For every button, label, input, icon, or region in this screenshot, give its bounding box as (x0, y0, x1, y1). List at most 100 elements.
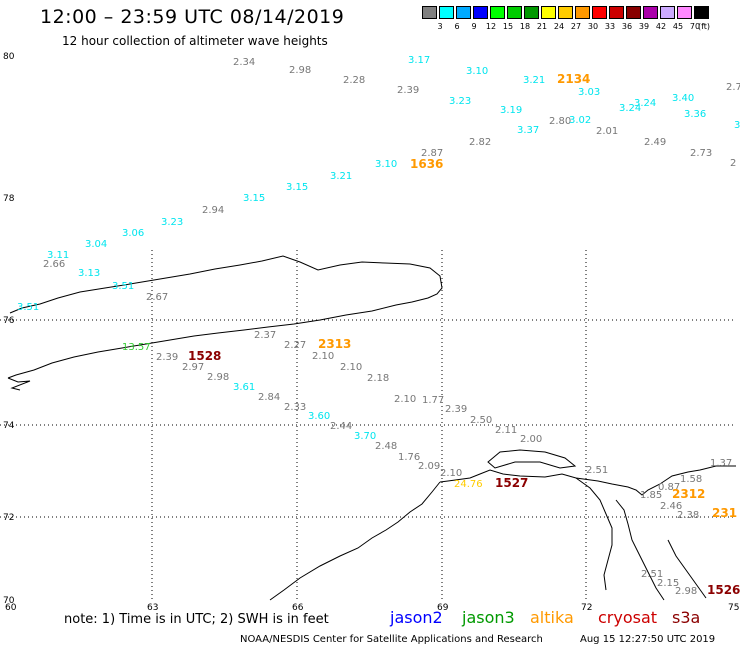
wave-height-label: 3 (734, 120, 740, 131)
wave-height-label: 2.10 (312, 351, 334, 362)
wave-height-label: 2.00 (520, 434, 542, 445)
wave-height-label: 2.33 (284, 402, 306, 413)
credit-text: NOAA/NESDIS Center for Satellite Applica… (240, 634, 543, 645)
wave-height-label: 3.24 (619, 103, 641, 114)
satellite-label-jason3: jason3 (462, 608, 515, 627)
wave-height-label: 3.40 (672, 93, 694, 104)
legend-swatch-label: 36 (621, 22, 633, 31)
wave-height-label: 2.39 (397, 85, 419, 96)
wave-height-label: 2.11 (495, 425, 517, 436)
wave-height-label: 2.10 (440, 468, 462, 479)
wave-height-label: 3.51 (112, 281, 134, 292)
legend-swatch (456, 6, 471, 19)
units-note: note: 1) Time is in UTC; 2) SWH is in fe… (64, 612, 329, 627)
peninsula-east-coast (575, 477, 613, 591)
legend-swatch (643, 6, 658, 19)
latitude-label: 72 (3, 513, 14, 523)
wave-height-label: 231 (712, 506, 737, 520)
legend-swatch-label: 9 (471, 22, 477, 31)
legend-swatch-label: 6 (454, 22, 460, 31)
wave-height-label: 1.77 (422, 395, 444, 406)
legend-swatch-label: 18 (519, 22, 531, 31)
wave-height-label: 3.21 (523, 75, 545, 86)
legend-swatch-label: 24 (553, 22, 565, 31)
satellite-label-s3a: s3a (672, 608, 701, 627)
legend-swatch (524, 6, 539, 19)
wave-height-label: 2.38 (677, 510, 699, 521)
legend-swatch-label: 42 (655, 22, 667, 31)
wave-height-label: 2312 (672, 487, 705, 501)
wave-height-label: 3.19 (500, 105, 522, 116)
legend-swatch (592, 6, 607, 19)
wave-height-label: 3.23 (161, 217, 183, 228)
wave-height-label: 1.85 (640, 490, 662, 501)
wave-height-label: 3.13 (78, 268, 100, 279)
wave-height-label: 2.10 (394, 394, 416, 405)
legend-swatch-label: 21 (536, 22, 548, 31)
wave-height-label: 3.70 (354, 431, 376, 442)
legend-swatch-label: 15 (502, 22, 514, 31)
map-subtitle: 12 hour collection of altimeter wave hei… (62, 34, 328, 48)
wave-height-label: 3.02 (569, 115, 591, 126)
wave-height-label: 2.37 (254, 330, 276, 341)
wave-height-label: 3.06 (122, 228, 144, 239)
wave-height-label: 2.98 (675, 586, 697, 597)
wave-height-label: 1.76 (398, 452, 420, 463)
wave-height-label: 2.39 (156, 352, 178, 363)
wave-height-label: 2.67 (146, 292, 168, 303)
longitude-label: 72 (581, 603, 592, 613)
wave-height-label: 2.28 (343, 75, 365, 86)
legend-swatch (575, 6, 590, 19)
wave-height-label: 2313 (318, 337, 351, 351)
map-title: 12:00 – 23:59 UTC 08/14/2019 (40, 6, 345, 28)
wave-height-label: 3.11 (47, 250, 69, 261)
land-outline-north (7, 255, 443, 379)
wave-height-label: 3.23 (449, 96, 471, 107)
latitude-label: 76 (3, 316, 15, 326)
wave-height-label: 3.36 (684, 109, 706, 120)
coast-east-shore (667, 539, 707, 599)
wave-height-label: 2.34 (233, 57, 255, 68)
wave-height-label: 3.15 (243, 193, 265, 204)
latitude-label: 74 (3, 421, 15, 431)
legend-swatch-label: 27 (570, 22, 582, 31)
satellite-label-cryosat: cryosat (598, 608, 658, 627)
wave-height-label: 2.73 (690, 148, 712, 159)
wave-height-label: 3.24 (634, 98, 656, 109)
legend-swatch (541, 6, 556, 19)
longitude-label: 69 (437, 603, 449, 613)
legend-swatch-label: 30 (587, 22, 599, 31)
wave-height-label: 2134 (557, 72, 590, 86)
wave-height-label: 2.87 (421, 148, 443, 159)
legend-swatch (558, 6, 573, 19)
wave-height-label: 3.10 (466, 66, 488, 77)
satellite-label-altika: altika (530, 608, 574, 627)
wave-height-label: 2.51 (641, 569, 663, 580)
legend-swatch (422, 6, 437, 19)
wave-height-label: 3.04 (85, 239, 107, 250)
generation-timestamp: Aug 15 12:27:50 UTC 2019 (580, 634, 716, 645)
legend-swatch (439, 6, 454, 19)
wave-height-label: 2.7 (726, 82, 740, 93)
legend-swatch (490, 6, 505, 19)
legend-swatch (677, 6, 692, 19)
legend-swatch (609, 6, 624, 19)
wave-height-label: 3.15 (286, 182, 308, 193)
coast-inlet-west (7, 377, 31, 391)
coast-west-peninsula (269, 481, 441, 601)
legend-swatch-label: 70 (689, 22, 701, 31)
wave-height-label: 3.21 (330, 171, 352, 182)
wave-height-label: 3.03 (578, 87, 600, 98)
wave-height-label: 3.60 (308, 411, 330, 422)
legend-swatch (626, 6, 641, 19)
wave-height-label: 3.37 (517, 125, 539, 136)
satellite-label-jason2: jason2 (390, 608, 443, 627)
latitude-label: 80 (3, 52, 15, 62)
wave-height-label: 3.51 (17, 302, 39, 313)
legend-swatch-label: 39 (638, 22, 650, 31)
wave-height-label: 2.97 (182, 362, 204, 373)
wave-height-label: 2.98 (289, 65, 311, 76)
wave-height-label: 2.27 (284, 340, 306, 351)
wave-height-label: 2.94 (202, 205, 224, 216)
